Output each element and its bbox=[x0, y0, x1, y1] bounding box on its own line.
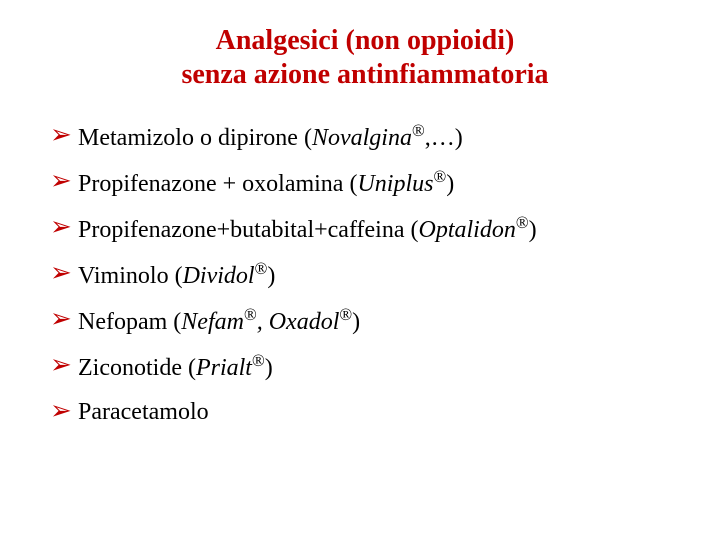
brand-name-2: Oxadol bbox=[269, 309, 340, 335]
slide: Analgesici (non oppioidi) senza azione a… bbox=[0, 0, 720, 540]
item-pre: Metamizolo o dipirone ( bbox=[78, 125, 312, 151]
registered-icon: ® bbox=[516, 213, 529, 232]
item-close: ) bbox=[265, 355, 273, 381]
brand-name: Optalidon bbox=[418, 217, 515, 243]
item-text: Propifenazone + oxolamina (Uniplus®) bbox=[78, 167, 680, 199]
slide-title: Analgesici (non oppioidi) senza azione a… bbox=[50, 24, 680, 91]
registered-icon: ® bbox=[433, 167, 446, 186]
registered-icon: ® bbox=[252, 351, 265, 370]
arrow-icon: ➢ bbox=[50, 397, 78, 423]
brand-name: Uniplus bbox=[357, 171, 433, 197]
item-text: Metamizolo o dipirone (Novalgina®,…) bbox=[78, 121, 680, 153]
item-close: ) bbox=[352, 309, 360, 335]
item-pre: Viminolo ( bbox=[78, 263, 183, 289]
registered-icon: ® bbox=[244, 305, 257, 324]
item-pre: Nefopam ( bbox=[78, 309, 181, 335]
list-item: ➢ Metamizolo o dipirone (Novalgina®,…) bbox=[50, 121, 680, 153]
registered-icon: ® bbox=[339, 305, 352, 324]
item-text: Nefopam (Nefam®, Oxadol®) bbox=[78, 305, 680, 337]
title-line-1: Analgesici (non oppioidi) bbox=[50, 24, 680, 58]
item-post: ,… bbox=[425, 125, 455, 151]
item-close: ) bbox=[529, 217, 537, 243]
item-text: Ziconotide (Prialt®) bbox=[78, 351, 680, 383]
list-item: ➢ Propifenazone + oxolamina (Uniplus®) bbox=[50, 167, 680, 199]
brand-name: Dividol bbox=[183, 263, 255, 289]
brand-name: Nefam bbox=[181, 309, 244, 335]
item-text: Paracetamolo bbox=[78, 397, 680, 427]
arrow-icon: ➢ bbox=[50, 351, 78, 377]
bullet-list: ➢ Metamizolo o dipirone (Novalgina®,…) ➢… bbox=[50, 121, 680, 427]
list-item: ➢ Propifenazone+butabital+caffeina (Opta… bbox=[50, 213, 680, 245]
item-text: Viminolo (Dividol®) bbox=[78, 259, 680, 291]
registered-icon: ® bbox=[412, 121, 425, 140]
item-close: ) bbox=[267, 263, 275, 289]
item-pre: Propifenazone + oxolamina ( bbox=[78, 171, 357, 197]
item-pre: Paracetamolo bbox=[78, 399, 209, 425]
list-item: ➢ Viminolo (Dividol®) bbox=[50, 259, 680, 291]
brand-name: Novalgina bbox=[312, 125, 412, 151]
title-line-2: senza azione antinfiammatoria bbox=[50, 58, 680, 92]
arrow-icon: ➢ bbox=[50, 167, 78, 193]
arrow-icon: ➢ bbox=[50, 121, 78, 147]
arrow-icon: ➢ bbox=[50, 213, 78, 239]
list-item: ➢ Paracetamolo bbox=[50, 397, 680, 427]
item-text: Propifenazone+butabital+caffeina (Optali… bbox=[78, 213, 680, 245]
item-post: , bbox=[257, 309, 269, 335]
list-item: ➢ Nefopam (Nefam®, Oxadol®) bbox=[50, 305, 680, 337]
item-pre: Ziconotide ( bbox=[78, 355, 196, 381]
arrow-icon: ➢ bbox=[50, 305, 78, 331]
item-close: ) bbox=[446, 171, 454, 197]
item-pre: Propifenazone+butabital+caffeina ( bbox=[78, 217, 418, 243]
arrow-icon: ➢ bbox=[50, 259, 78, 285]
registered-icon: ® bbox=[255, 259, 268, 278]
item-close: ) bbox=[455, 125, 463, 151]
list-item: ➢ Ziconotide (Prialt®) bbox=[50, 351, 680, 383]
brand-name: Prialt bbox=[196, 355, 252, 381]
